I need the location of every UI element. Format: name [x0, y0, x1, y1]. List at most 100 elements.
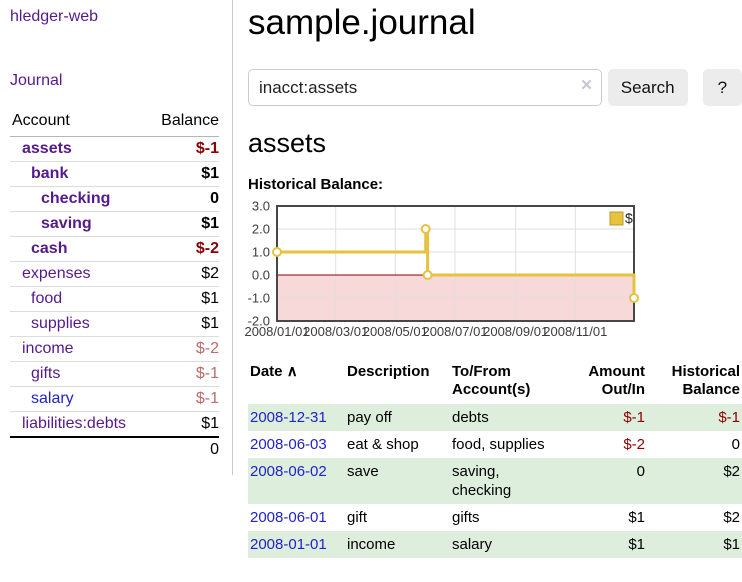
- sort-ascending-icon: ∧: [286, 363, 298, 380]
- account-link[interactable]: salary: [31, 390, 74, 407]
- register-cell-balance: 0: [731, 436, 740, 453]
- register-cell-date: 2008-12-31: [248, 404, 345, 431]
- register-cell-date: 2008-06-02: [248, 458, 345, 504]
- account-balance: $1: [201, 415, 219, 432]
- app-window: hledger-web Journal Account Balance asse…: [0, 0, 742, 558]
- register-cell-amount: $-2: [623, 436, 645, 453]
- accounts-col-balance: Balance: [147, 110, 219, 137]
- search-input[interactable]: [248, 69, 602, 106]
- account-balance: $-2: [195, 240, 219, 257]
- svg-text:2.0: 2.0: [252, 222, 270, 237]
- clear-search-icon[interactable]: ✕: [580, 77, 593, 94]
- account-balance: $1: [201, 290, 219, 307]
- account-link[interactable]: saving: [41, 215, 92, 232]
- accounts-tbody: assets $-1 bank $1 checking 0 saving $1 cash $-2 e…: [10, 137, 219, 438]
- register-cell-amount: $1: [628, 536, 645, 553]
- register-cell-description: pay off: [347, 409, 392, 426]
- svg-text:3.0: 3.0: [252, 199, 270, 214]
- page-title: sample.journal: [248, 3, 476, 42]
- account-link[interactable]: gifts: [31, 365, 61, 382]
- register-col-date[interactable]: Date ∧: [250, 363, 298, 380]
- account-balance: $2: [201, 265, 219, 282]
- register-cell-accounts: saving, checking: [452, 463, 512, 499]
- register-cell-accounts: food, supplies: [452, 436, 545, 453]
- register-col-balance: Historical Balance: [671, 363, 740, 398]
- account-link[interactable]: expenses: [22, 265, 91, 282]
- register-tbody: 2008-12-31 pay off debts $-1 $-1 2008-06-03 ea…: [248, 404, 742, 558]
- transaction-date-link[interactable]: 2008-06-02: [250, 463, 327, 480]
- account-row: bank $1: [10, 161, 219, 187]
- account-row: food $1: [10, 286, 219, 312]
- app-title-link[interactable]: hledger-web: [10, 8, 99, 25]
- account-balance: $1: [201, 165, 219, 182]
- register-col-description: Description: [347, 363, 430, 380]
- register-cell-balance: $2: [723, 463, 740, 480]
- transaction-date-link[interactable]: 2008-12-31: [250, 409, 327, 426]
- account-balance: $-1: [195, 390, 219, 407]
- chart-label: Historical Balance:: [248, 176, 384, 193]
- register-cell-description: income: [347, 536, 396, 553]
- accounts-col-account: Account: [10, 110, 148, 137]
- register-row: 2008-01-01 income salary $1 $1: [248, 531, 742, 558]
- svg-text:1.0: 1.0: [252, 245, 270, 260]
- register-cell-balance: $1: [723, 536, 740, 553]
- account-row: gifts $-1: [10, 361, 219, 387]
- account-link[interactable]: food: [31, 290, 63, 307]
- register-cell-date: 2008-01-01: [248, 531, 345, 558]
- register-cell-balance: $2: [723, 509, 740, 526]
- search-input-wrap: ✕: [248, 69, 602, 106]
- transaction-date-link[interactable]: 2008-06-01: [250, 509, 327, 526]
- account-row: expenses $2: [10, 261, 219, 287]
- account-link[interactable]: assets: [22, 140, 72, 157]
- account-link[interactable]: income: [22, 340, 74, 357]
- svg-text:-2.0: -2.0: [248, 314, 270, 329]
- register-cell-balance: $-1: [718, 409, 740, 426]
- account-link[interactable]: bank: [31, 165, 69, 182]
- account-row: salary $-1: [10, 386, 219, 412]
- svg-text:2008/09/01: 2008/09/01: [483, 324, 548, 339]
- transaction-date-link[interactable]: 2008-06-03: [250, 436, 327, 453]
- account-balance: $-2: [195, 340, 219, 357]
- transaction-date-link[interactable]: 2008-01-01: [250, 536, 327, 553]
- account-link[interactable]: checking: [41, 190, 111, 207]
- account-row: cash $-2: [10, 236, 219, 262]
- register-cell-date: 2008-06-01: [248, 504, 345, 531]
- register-cell-amount: $1: [628, 509, 645, 526]
- svg-text:2008/05/01: 2008/05/01: [363, 324, 428, 339]
- account-row: checking 0: [10, 186, 219, 212]
- account-link[interactable]: cash: [31, 240, 68, 257]
- help-button[interactable]: ?: [702, 69, 742, 106]
- account-link[interactable]: supplies: [31, 315, 90, 332]
- svg-text:2008/03/01: 2008/03/01: [303, 324, 368, 339]
- account-balance: 0: [210, 190, 219, 207]
- svg-text:2008/07/01: 2008/07/01: [422, 324, 487, 339]
- register-cell-description: gift: [347, 509, 368, 526]
- account-row: income $-2: [10, 336, 219, 362]
- sidebar-item-journal[interactable]: Journal: [10, 72, 63, 89]
- account-row: supplies $1: [10, 311, 219, 337]
- svg-text:2008/11/01: 2008/11/01: [543, 324, 607, 339]
- svg-text:-1.0: -1.0: [248, 291, 270, 306]
- main-content: sample.journal ✕ Search ? assets Histori…: [233, 0, 742, 558]
- account-row: liabilities:debts $1: [10, 411, 219, 438]
- account-heading: assets: [248, 128, 327, 158]
- register-col-accounts: To/From Account(s): [452, 363, 531, 398]
- register-col-amount: Amount Out/In: [588, 363, 645, 398]
- account-balance: $-1: [195, 140, 219, 157]
- register-table: Date ∧ Description To/From Account(s) Am…: [248, 361, 742, 558]
- register-cell-description: save: [347, 463, 379, 480]
- accounts-total-row: 0: [10, 437, 219, 463]
- sidebar: hledger-web Journal Account Balance asse…: [0, 0, 233, 475]
- account-balance: $1: [201, 215, 219, 232]
- account-row: assets $-1: [10, 137, 219, 162]
- register-cell-accounts: debts: [452, 409, 489, 426]
- search-button[interactable]: Search: [607, 69, 688, 106]
- account-link[interactable]: liabilities:debts: [22, 415, 127, 432]
- accounts-table: Account Balance assets $-1 bank $1 checking 0…: [10, 110, 219, 463]
- register-cell-description: eat & shop: [347, 436, 419, 453]
- register-cell-amount: 0: [636, 463, 645, 480]
- account-row: saving $1: [10, 211, 219, 237]
- register-cell-amount: $-1: [623, 409, 645, 426]
- register-cell-date: 2008-06-03: [248, 431, 345, 458]
- register-cell-accounts: salary: [452, 536, 493, 553]
